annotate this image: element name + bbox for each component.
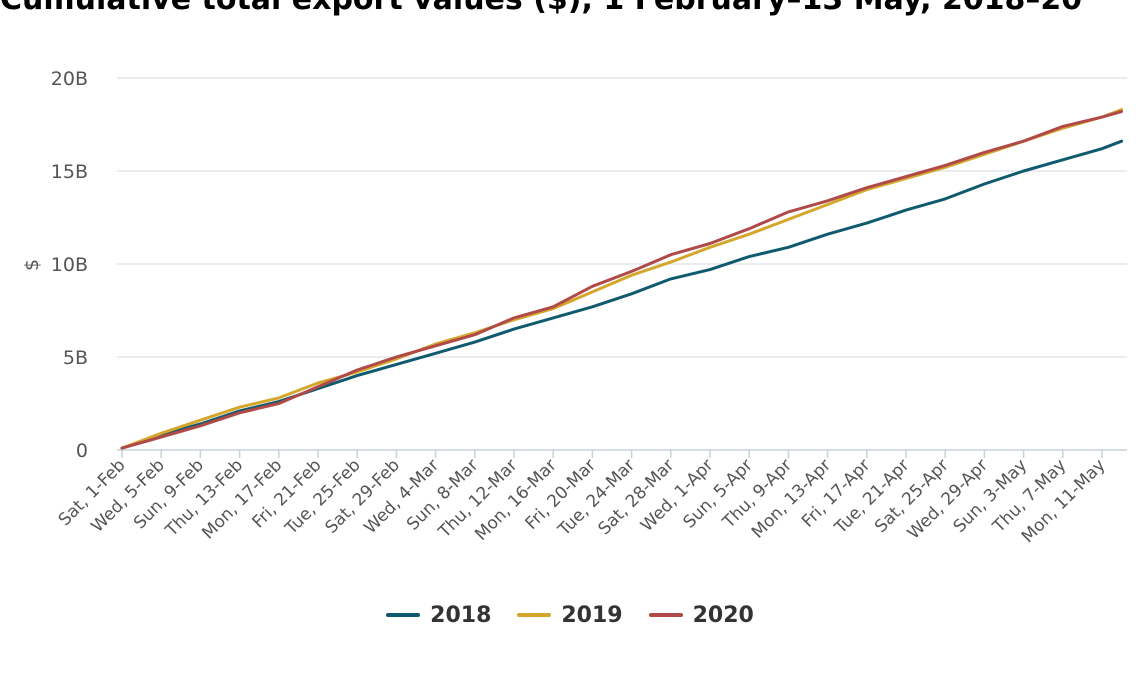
- legend-label: 2018: [430, 602, 492, 628]
- y-tick-label: 20B: [51, 68, 88, 90]
- chart-title: Cumulative total export values ($), 1 Fe…: [0, 0, 1140, 22]
- y-tick-label: 5B: [63, 347, 88, 369]
- legend-item-2020[interactable]: 2020: [648, 602, 754, 628]
- legend-swatch: [386, 613, 421, 617]
- y-axis-label: $: [21, 259, 43, 271]
- grid-layer: [117, 77, 1127, 451]
- legend-swatch: [648, 613, 683, 617]
- series-line-2020: [120, 110, 1124, 450]
- series-layer: [120, 108, 1124, 450]
- series-line-2019: [120, 108, 1124, 450]
- y-tick-labels: 0 5B 10B 15B 20B: [51, 68, 88, 462]
- legend-item-2018[interactable]: 2018: [386, 603, 491, 628]
- legend-swatch: [517, 613, 552, 617]
- series-line-2018: [120, 139, 1124, 450]
- legend-label: 2019: [561, 602, 623, 628]
- y-tick-label: 0: [76, 440, 88, 462]
- y-tick-label: 10B: [51, 254, 88, 276]
- legend: 2018 2019 2020: [0, 598, 1140, 632]
- legend-item-2019[interactable]: 2019: [517, 602, 623, 628]
- legend-label: 2020: [692, 602, 754, 628]
- y-tick-label: 15B: [51, 161, 88, 183]
